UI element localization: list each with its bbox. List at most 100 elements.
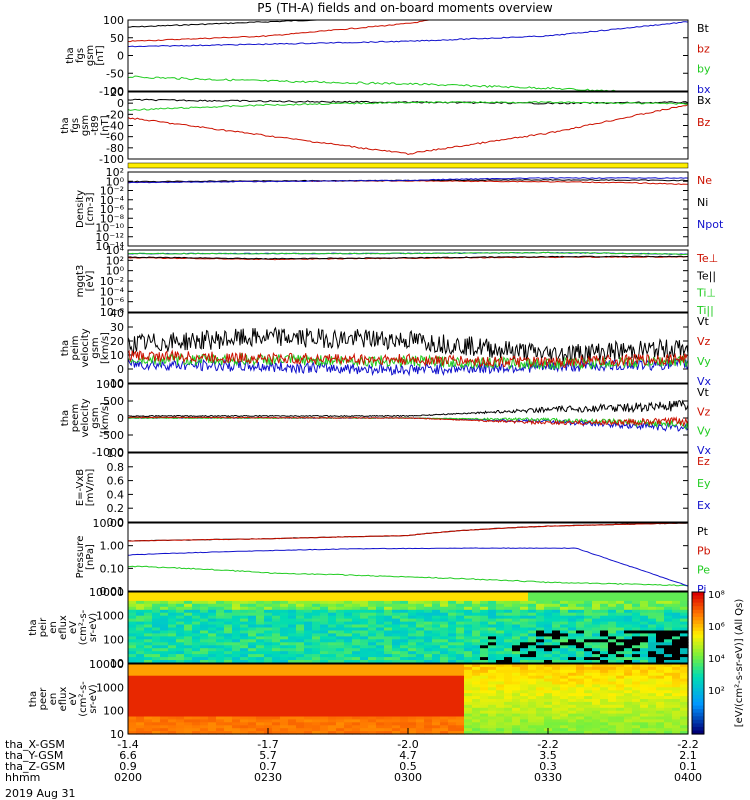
spectrogram-cell — [200, 630, 209, 635]
spectrogram-cell — [600, 693, 609, 697]
spectrogram-cell — [304, 704, 313, 709]
spectrogram-cell — [472, 657, 481, 661]
spectrogram-cell — [424, 621, 433, 626]
y-tick-label: 0.4 — [107, 488, 125, 501]
spectrogram-cell — [632, 725, 641, 729]
spectrogram-cell — [336, 664, 345, 668]
spectrogram-cell — [680, 612, 689, 617]
spectrogram-cell — [472, 731, 481, 735]
spectrogram-cell — [664, 681, 673, 685]
spectrogram-cell — [288, 621, 297, 626]
spectrogram-cell — [312, 725, 321, 729]
y-tick-label: 1.0 — [107, 447, 125, 460]
spectrogram-cell — [472, 693, 481, 697]
spectrogram-cell — [352, 722, 361, 726]
spectrogram-cell — [224, 731, 233, 735]
colorbar-segment — [692, 602, 704, 607]
spectrogram-cell — [176, 651, 185, 655]
spectrogram-cell — [616, 639, 625, 643]
spectrogram-cell — [440, 606, 449, 611]
spectrogram-cell — [312, 669, 321, 674]
spectrogram-cell — [360, 615, 369, 620]
spectrogram-cell — [520, 731, 529, 735]
spectrogram-cell — [648, 675, 657, 680]
spectrogram-cell — [648, 597, 657, 602]
spectrogram-cell — [360, 609, 369, 614]
spectrogram-cell — [376, 645, 385, 649]
spectrogram-cell — [400, 669, 409, 674]
spectrogram-cell — [456, 624, 465, 629]
spectrogram-cell — [288, 722, 297, 726]
spectrogram-cell — [544, 612, 553, 617]
spectrogram-cell — [672, 696, 681, 700]
spectrogram-cell — [208, 624, 217, 629]
spectrogram-cell — [336, 693, 345, 697]
spectrogram-cell — [544, 672, 553, 677]
y-axis-label: tha — [28, 691, 39, 707]
spectrogram-cell — [160, 690, 169, 694]
spectrogram-cell — [488, 687, 497, 691]
spectrogram-cell — [152, 666, 161, 671]
spectrogram-cell — [320, 633, 329, 637]
spectrogram-cell — [136, 696, 145, 700]
spectrogram-cell — [224, 701, 233, 706]
y-tick-label: 100 — [103, 14, 124, 27]
spectrogram-cell — [168, 645, 177, 649]
spectrogram-cell — [536, 701, 545, 706]
spectrogram-cell — [272, 731, 281, 735]
spectrogram-cell — [248, 699, 257, 703]
spectrogram-cell — [376, 642, 385, 646]
spectrogram-cell — [400, 597, 409, 602]
spectrogram-cell — [656, 731, 665, 735]
spectrogram-cell — [640, 731, 649, 735]
spectrogram-cell — [376, 699, 385, 703]
spectrogram-cell — [144, 669, 153, 674]
spectrogram-cell — [176, 612, 185, 617]
spectrogram-cell — [568, 642, 577, 646]
spectrogram-cell — [480, 710, 489, 715]
spectrogram-cell — [256, 669, 265, 674]
spectrogram-cell — [600, 687, 609, 691]
spectrogram-cell — [640, 600, 649, 605]
ion-spectrogram — [128, 592, 689, 664]
spectrogram-cell — [336, 592, 345, 596]
spectrogram-cell — [184, 609, 193, 614]
spectrogram-cell — [416, 633, 425, 637]
spectrogram-cell — [400, 660, 409, 664]
spectrogram-cell — [472, 639, 481, 643]
spectrogram-cell — [568, 701, 577, 706]
spectrogram-cell — [400, 719, 409, 723]
series-line-Te|| — [127, 255, 688, 260]
spectrogram-cell — [376, 684, 385, 688]
spectrogram-cell — [400, 704, 409, 709]
colorbar-segment — [692, 709, 704, 714]
spectrogram-cell — [672, 627, 681, 632]
spectrogram-cell — [496, 707, 505, 712]
spectrogram-cell — [624, 681, 633, 685]
spectrogram-cell — [160, 612, 169, 617]
spectrogram-cell — [408, 603, 417, 608]
spectrogram-cell — [232, 725, 241, 729]
spectrogram-cell — [624, 648, 633, 652]
spectrogram-cell — [304, 684, 313, 688]
spectrogram-cell — [616, 609, 625, 614]
spectrogram-cell — [320, 624, 329, 629]
spectrogram-cell — [272, 597, 281, 602]
spectrogram-cell — [472, 618, 481, 623]
spectrogram-cell — [424, 609, 433, 614]
spectrogram-cell — [160, 669, 169, 674]
spectrogram-cell — [400, 654, 409, 658]
spectrogram-cell — [480, 657, 489, 661]
spectrogram-cell — [632, 606, 641, 611]
spectrogram-cell — [440, 600, 449, 605]
spectrogram-cell — [376, 597, 385, 602]
spectrogram-cell — [144, 701, 153, 706]
spectrogram-cell — [528, 672, 537, 677]
spectrogram-cell — [240, 606, 249, 611]
spectrogram-cell — [680, 597, 689, 602]
spectrogram-cell — [248, 618, 257, 623]
spectrogram-cell — [456, 651, 465, 655]
spectrogram-cell — [280, 603, 289, 608]
colorbar-segment — [692, 680, 704, 685]
spectrogram-cell — [528, 693, 537, 697]
